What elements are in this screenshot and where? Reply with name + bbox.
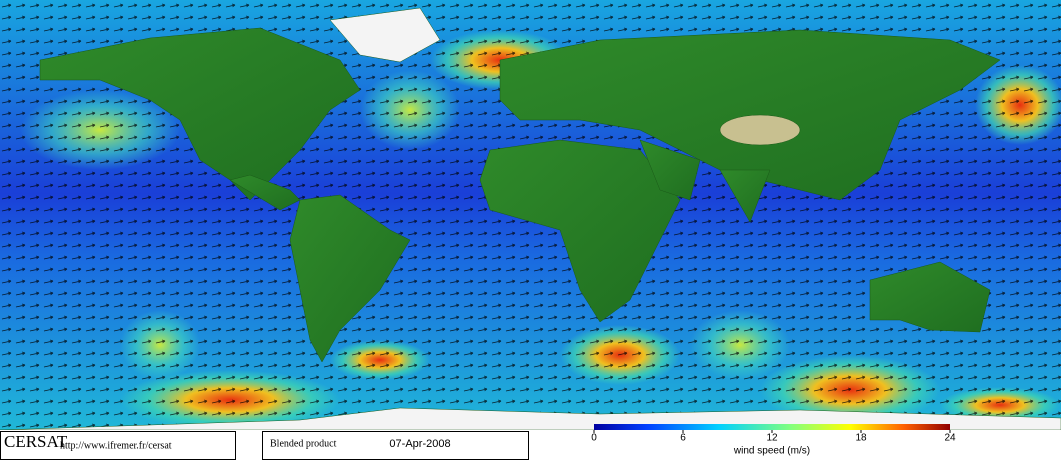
logo-box: [0, 431, 236, 460]
date: 07-Apr-2008: [389, 438, 450, 450]
colorbar-tick-label: 6: [680, 433, 686, 444]
colorbar: [594, 424, 950, 430]
colorbar-tick-label: 12: [766, 433, 778, 444]
colorbar-label: wind speed (m/s): [733, 446, 810, 457]
url: http://www.ifremer.fr/cersat: [60, 440, 172, 451]
logo: CERSAT: [4, 432, 68, 451]
colorbar-tick-label: 18: [855, 433, 867, 444]
product-box: [262, 431, 529, 460]
colorbar-tick-label: 0: [591, 433, 597, 444]
colorbar-tick-label: 24: [944, 433, 956, 444]
product: Blended product: [270, 438, 337, 449]
